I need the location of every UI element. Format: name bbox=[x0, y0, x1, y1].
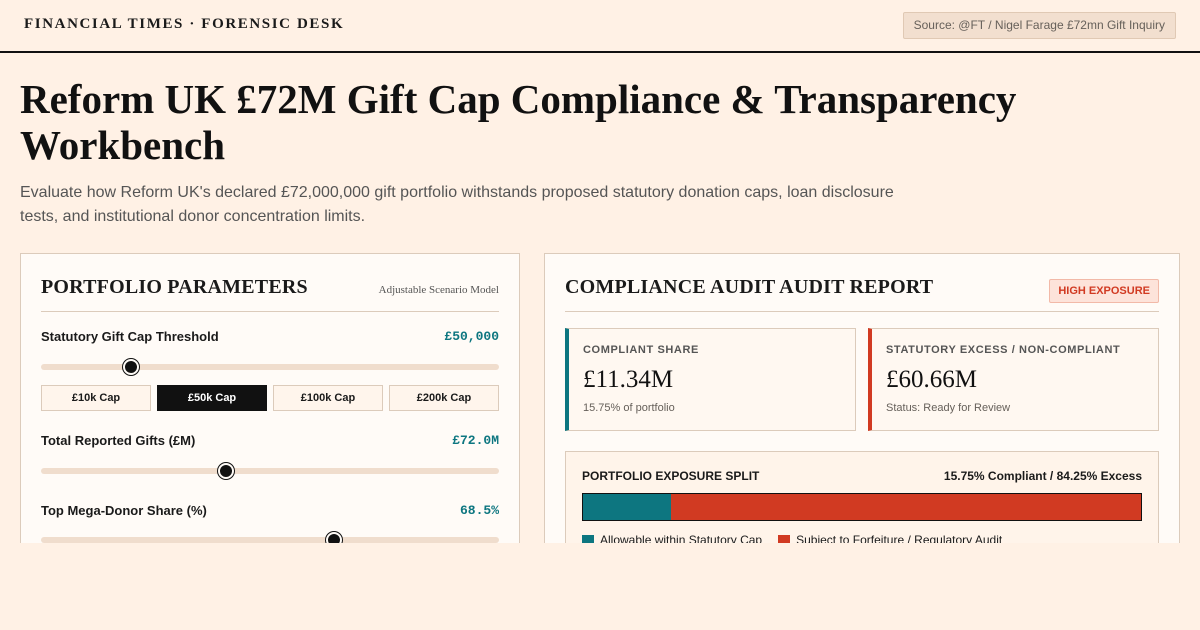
panel-title: COMPLIANCE AUDIT AUDIT REPORT bbox=[565, 276, 934, 298]
panel-note: Adjustable Scenario Model bbox=[378, 284, 499, 296]
statutory-excess-sub: Status: Ready for Review bbox=[886, 402, 1011, 414]
compliant-share-sub: 15.75% of portfolio bbox=[583, 402, 675, 414]
total-gifts-slider[interactable] bbox=[41, 463, 499, 479]
top-bar: FINANCIAL TIMES · FORENSIC DESK Source: … bbox=[0, 0, 1200, 53]
teal-swatch-icon bbox=[582, 535, 594, 543]
compliant-share-label: COMPLIANT SHARE bbox=[583, 344, 699, 356]
exposure-badge: HIGH EXPOSURE bbox=[1049, 279, 1159, 303]
legend-excess-label: Subject to Forfeiture / Regulatory Audit bbox=[796, 533, 1003, 543]
statutory-excess-card: STATUTORY EXCESS / NON-COMPLIANT £60.66M… bbox=[868, 328, 1159, 431]
split-legend: Allowable within Statutory Cap Subject t… bbox=[582, 533, 1002, 543]
panel-title: PORTFOLIO PARAMETERS bbox=[41, 276, 308, 298]
exposure-split-title: PORTFOLIO EXPOSURE SPLIT bbox=[582, 469, 760, 483]
mega-donor-slider-thumb[interactable] bbox=[326, 532, 343, 543]
mega-donor-slider[interactable] bbox=[41, 532, 499, 543]
source-badge: Source: @FT / Nigel Farage £72mn Gift In… bbox=[902, 12, 1176, 39]
page-subtitle: Evaluate how Reform UK's declared £72,00… bbox=[20, 184, 894, 225]
exposure-split-card: PORTFOLIO EXPOSURE SPLIT 15.75% Complian… bbox=[565, 451, 1159, 543]
compliant-share-value: £11.34M bbox=[583, 366, 674, 393]
preset-50k-button[interactable]: £50k Cap bbox=[157, 385, 267, 411]
gift-cap-slider-thumb[interactable] bbox=[122, 359, 139, 375]
cap-presets: £10k Cap £50k Cap £100k Cap £200k Cap bbox=[41, 385, 499, 411]
preset-100k-button[interactable]: £100k Cap bbox=[273, 385, 383, 411]
mega-donor-label: Top Mega-Donor Share (%) bbox=[41, 503, 207, 518]
legend-item-excess: Subject to Forfeiture / Regulatory Audit bbox=[778, 533, 1002, 543]
mega-donor-value: 68.5% bbox=[459, 503, 499, 518]
statutory-excess-value: £60.66M bbox=[886, 366, 977, 393]
red-swatch-icon bbox=[778, 535, 791, 543]
gift-cap-slider[interactable] bbox=[41, 359, 499, 375]
exposure-split-bar bbox=[582, 493, 1142, 521]
legend-item-compliant: Allowable within Statutory Cap bbox=[582, 533, 762, 543]
gift-cap-label: Statutory Gift Cap Threshold bbox=[41, 329, 219, 344]
panel-header: COMPLIANCE AUDIT AUDIT REPORT HIGH EXPOS… bbox=[565, 276, 1159, 312]
legend-compliant-label: Allowable within Statutory Cap bbox=[600, 533, 763, 543]
excess-segment bbox=[670, 494, 1141, 520]
preset-10k-button[interactable]: £10k Cap bbox=[41, 385, 151, 411]
compliance-audit-panel: COMPLIANCE AUDIT AUDIT REPORT HIGH EXPOS… bbox=[544, 253, 1180, 543]
preset-200k-button[interactable]: £200k Cap bbox=[389, 385, 499, 411]
total-gifts-label: Total Reported Gifts (£M) bbox=[41, 433, 196, 448]
total-gifts-value: £72.0M bbox=[452, 433, 499, 448]
statutory-excess-label: STATUTORY EXCESS / NON-COMPLIANT bbox=[886, 344, 1121, 356]
exposure-split-ratio: 15.75% Compliant / 84.25% Excess bbox=[943, 469, 1142, 483]
brand-label: FINANCIAL TIMES · FORENSIC DESK bbox=[24, 16, 345, 32]
portfolio-parameters-panel: PORTFOLIO PARAMETERS Adjustable Scenario… bbox=[20, 253, 520, 543]
total-gifts-slider-thumb[interactable] bbox=[218, 463, 235, 479]
compliant-segment bbox=[583, 494, 671, 520]
gift-cap-value: £50,000 bbox=[444, 329, 499, 344]
page-title: Reform UK £72M Gift Cap Compliance & Tra… bbox=[20, 76, 1017, 168]
compliant-share-card: COMPLIANT SHARE £11.34M 15.75% of portfo… bbox=[565, 328, 856, 431]
panel-header: PORTFOLIO PARAMETERS Adjustable Scenario… bbox=[41, 276, 499, 312]
content-area: PORTFOLIO PARAMETERS Adjustable Scenario… bbox=[0, 253, 1200, 543]
